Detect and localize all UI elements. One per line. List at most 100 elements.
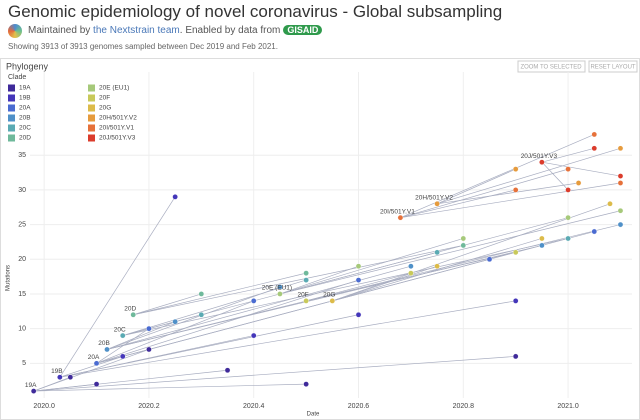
legend-title: Clade (8, 74, 26, 81)
maintainer-link[interactable]: the Nextstrain team (93, 25, 180, 36)
legend-swatch (88, 124, 95, 132)
tip (460, 242, 467, 249)
header: Genomic epidemiology of novel coronaviru… (0, 0, 640, 58)
tip (224, 367, 231, 374)
maintainer-line: Maintained by the Nextstrain team. Enabl… (28, 25, 323, 36)
clade-label: 20B (98, 340, 110, 347)
tip (303, 298, 309, 304)
zoom-button-label[interactable]: ZOOM TO SELECTED (520, 65, 582, 71)
branch (59, 196, 176, 378)
tip (130, 311, 137, 318)
branch (133, 293, 202, 316)
branch (306, 251, 516, 302)
branch (400, 182, 621, 219)
x-tick-label: 2020.6 (348, 403, 370, 410)
tip (172, 194, 178, 200)
tip (93, 360, 100, 367)
legend-swatch (88, 104, 95, 112)
tip (146, 325, 152, 332)
clade-label: 20E (EU1) (262, 285, 292, 292)
legend-swatch (8, 134, 15, 142)
branch (332, 238, 542, 302)
tip (539, 235, 545, 242)
branch (436, 168, 516, 205)
maintained-prefix: Maintained by (28, 25, 91, 36)
tip (434, 200, 440, 207)
branch (279, 210, 621, 295)
branch (279, 217, 569, 295)
panel-title: Phylogeny (6, 61, 49, 71)
branch (541, 147, 595, 163)
branch (279, 265, 359, 295)
zoom-button[interactable] (517, 60, 586, 73)
tip (355, 277, 362, 283)
tip (434, 263, 440, 270)
clade-label: 20G (323, 292, 335, 299)
legend-swatch (88, 94, 95, 102)
branch (59, 300, 516, 378)
tip (607, 200, 613, 207)
tip (355, 311, 362, 318)
tip (93, 381, 100, 387)
branch (400, 168, 569, 218)
clade-label: 20H/501Y.V2 (415, 195, 453, 202)
x-tick-label: 2021.0 (557, 403, 579, 410)
tip (57, 374, 63, 380)
page-title: Genomic epidemiology of novel coronaviru… (8, 2, 503, 21)
branch (306, 272, 411, 302)
logo (8, 24, 22, 38)
legend-label: 20H/501Y.V2 (99, 115, 137, 122)
legend-swatch (8, 84, 15, 92)
tip (146, 346, 152, 353)
tip (565, 214, 571, 221)
showing-text: Showing 3913 of 3913 genomes sampled bet… (8, 42, 278, 51)
legend-label: 20G (99, 105, 111, 112)
phylogeny-panel: Phylogeny ZOOM TO SELECTED RESET LAYOUT … (0, 58, 640, 420)
branch (541, 161, 621, 177)
tip (250, 332, 257, 339)
tip (434, 249, 440, 256)
branch (33, 369, 228, 392)
branch (59, 356, 123, 378)
tip (512, 249, 519, 256)
branch (400, 189, 516, 218)
branch (122, 238, 569, 336)
x-axis-label: Date (307, 412, 320, 418)
clade-label: 20A (88, 354, 100, 361)
y-tick-label: 15 (18, 291, 26, 298)
legend-swatch (8, 124, 15, 132)
legend-label: 19A (19, 85, 31, 92)
legend-label: 20J/501Y.V3 (99, 135, 136, 142)
tip (277, 284, 283, 290)
tip (277, 291, 283, 297)
gisaid-badge[interactable]: GISAID (283, 25, 323, 35)
x-tick-label: 2020.4 (243, 403, 265, 410)
branch (133, 245, 464, 316)
tip (329, 298, 336, 304)
branch (436, 147, 621, 205)
reset-button-label[interactable]: RESET LAYOUT (590, 65, 635, 71)
legend-swatch (8, 114, 15, 122)
branch (400, 134, 595, 218)
tip (198, 311, 205, 318)
y-tick-label: 10 (18, 325, 26, 332)
reset-button[interactable] (588, 60, 638, 73)
branch (133, 272, 307, 316)
tip (172, 318, 178, 325)
tip (119, 332, 126, 339)
tip (565, 187, 571, 193)
x-tick-label: 2020.2 (138, 403, 160, 410)
tip (512, 353, 519, 360)
tip (408, 263, 414, 270)
legend-label: 19B (19, 95, 31, 102)
clade-label: 20C (114, 326, 126, 333)
tip (617, 221, 624, 228)
tip (512, 298, 519, 304)
tip (198, 291, 205, 297)
branch (332, 203, 611, 302)
branch (279, 238, 464, 295)
legend-label: 20A (19, 105, 31, 112)
tip (30, 388, 37, 394)
tip (460, 235, 467, 242)
